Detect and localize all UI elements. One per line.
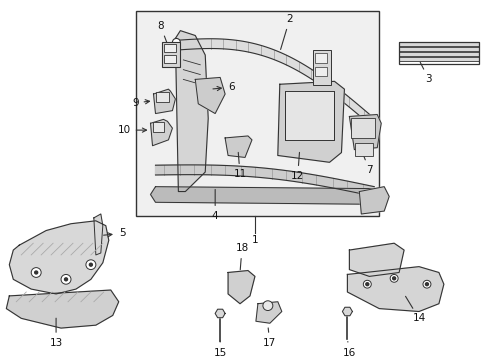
Polygon shape (153, 89, 175, 113)
Bar (398, 47, 478, 51)
Text: 9: 9 (132, 98, 149, 108)
Text: 12: 12 (290, 152, 304, 181)
Circle shape (35, 271, 38, 274)
Polygon shape (255, 302, 281, 323)
Text: 11: 11 (233, 152, 246, 179)
Text: 8: 8 (157, 21, 169, 49)
Polygon shape (155, 165, 373, 197)
Polygon shape (175, 31, 208, 192)
Bar (135, 11, 379, 216)
Circle shape (389, 274, 397, 282)
Bar (398, 42, 478, 46)
Circle shape (392, 277, 395, 280)
Bar (314, 67, 326, 76)
Polygon shape (175, 39, 373, 128)
Circle shape (89, 263, 92, 266)
Circle shape (61, 274, 71, 284)
Circle shape (363, 280, 370, 288)
Polygon shape (346, 267, 443, 311)
Bar (152, 122, 164, 132)
Bar (284, 91, 334, 140)
Bar (155, 92, 169, 102)
Text: 13: 13 (49, 318, 62, 348)
Text: 10: 10 (117, 125, 146, 135)
Polygon shape (359, 187, 388, 214)
Circle shape (263, 301, 272, 311)
Bar (351, 118, 374, 138)
Bar (314, 53, 326, 63)
Polygon shape (342, 307, 352, 316)
Polygon shape (349, 114, 381, 150)
Bar (312, 50, 330, 85)
Polygon shape (9, 221, 108, 294)
Text: 3: 3 (419, 62, 431, 84)
Text: 5: 5 (103, 229, 125, 238)
Circle shape (172, 39, 180, 46)
Polygon shape (215, 309, 224, 318)
Polygon shape (94, 214, 102, 255)
Text: 6: 6 (213, 82, 234, 92)
Text: 1: 1 (251, 235, 258, 245)
Text: 17: 17 (263, 328, 276, 348)
Polygon shape (150, 187, 379, 204)
Polygon shape (349, 243, 403, 276)
Bar (398, 57, 478, 61)
Polygon shape (6, 290, 119, 328)
Bar (162, 42, 180, 67)
Text: 16: 16 (342, 342, 355, 357)
Text: 2: 2 (280, 14, 292, 49)
Text: 15: 15 (213, 341, 226, 357)
Polygon shape (277, 81, 344, 162)
Text: 18: 18 (235, 243, 248, 270)
Circle shape (365, 283, 368, 285)
Polygon shape (227, 271, 254, 304)
Text: 7: 7 (362, 152, 372, 175)
Text: 4: 4 (211, 189, 218, 221)
Polygon shape (195, 77, 224, 113)
Bar (164, 55, 176, 63)
Circle shape (31, 267, 41, 277)
Bar (398, 42, 478, 64)
Bar (398, 52, 478, 56)
Polygon shape (150, 120, 172, 146)
Circle shape (422, 280, 430, 288)
Circle shape (425, 283, 427, 285)
Bar (355, 143, 372, 157)
Circle shape (86, 260, 96, 270)
Polygon shape (224, 136, 251, 157)
Bar (164, 44, 176, 52)
Circle shape (64, 278, 67, 281)
Text: 14: 14 (405, 296, 425, 323)
